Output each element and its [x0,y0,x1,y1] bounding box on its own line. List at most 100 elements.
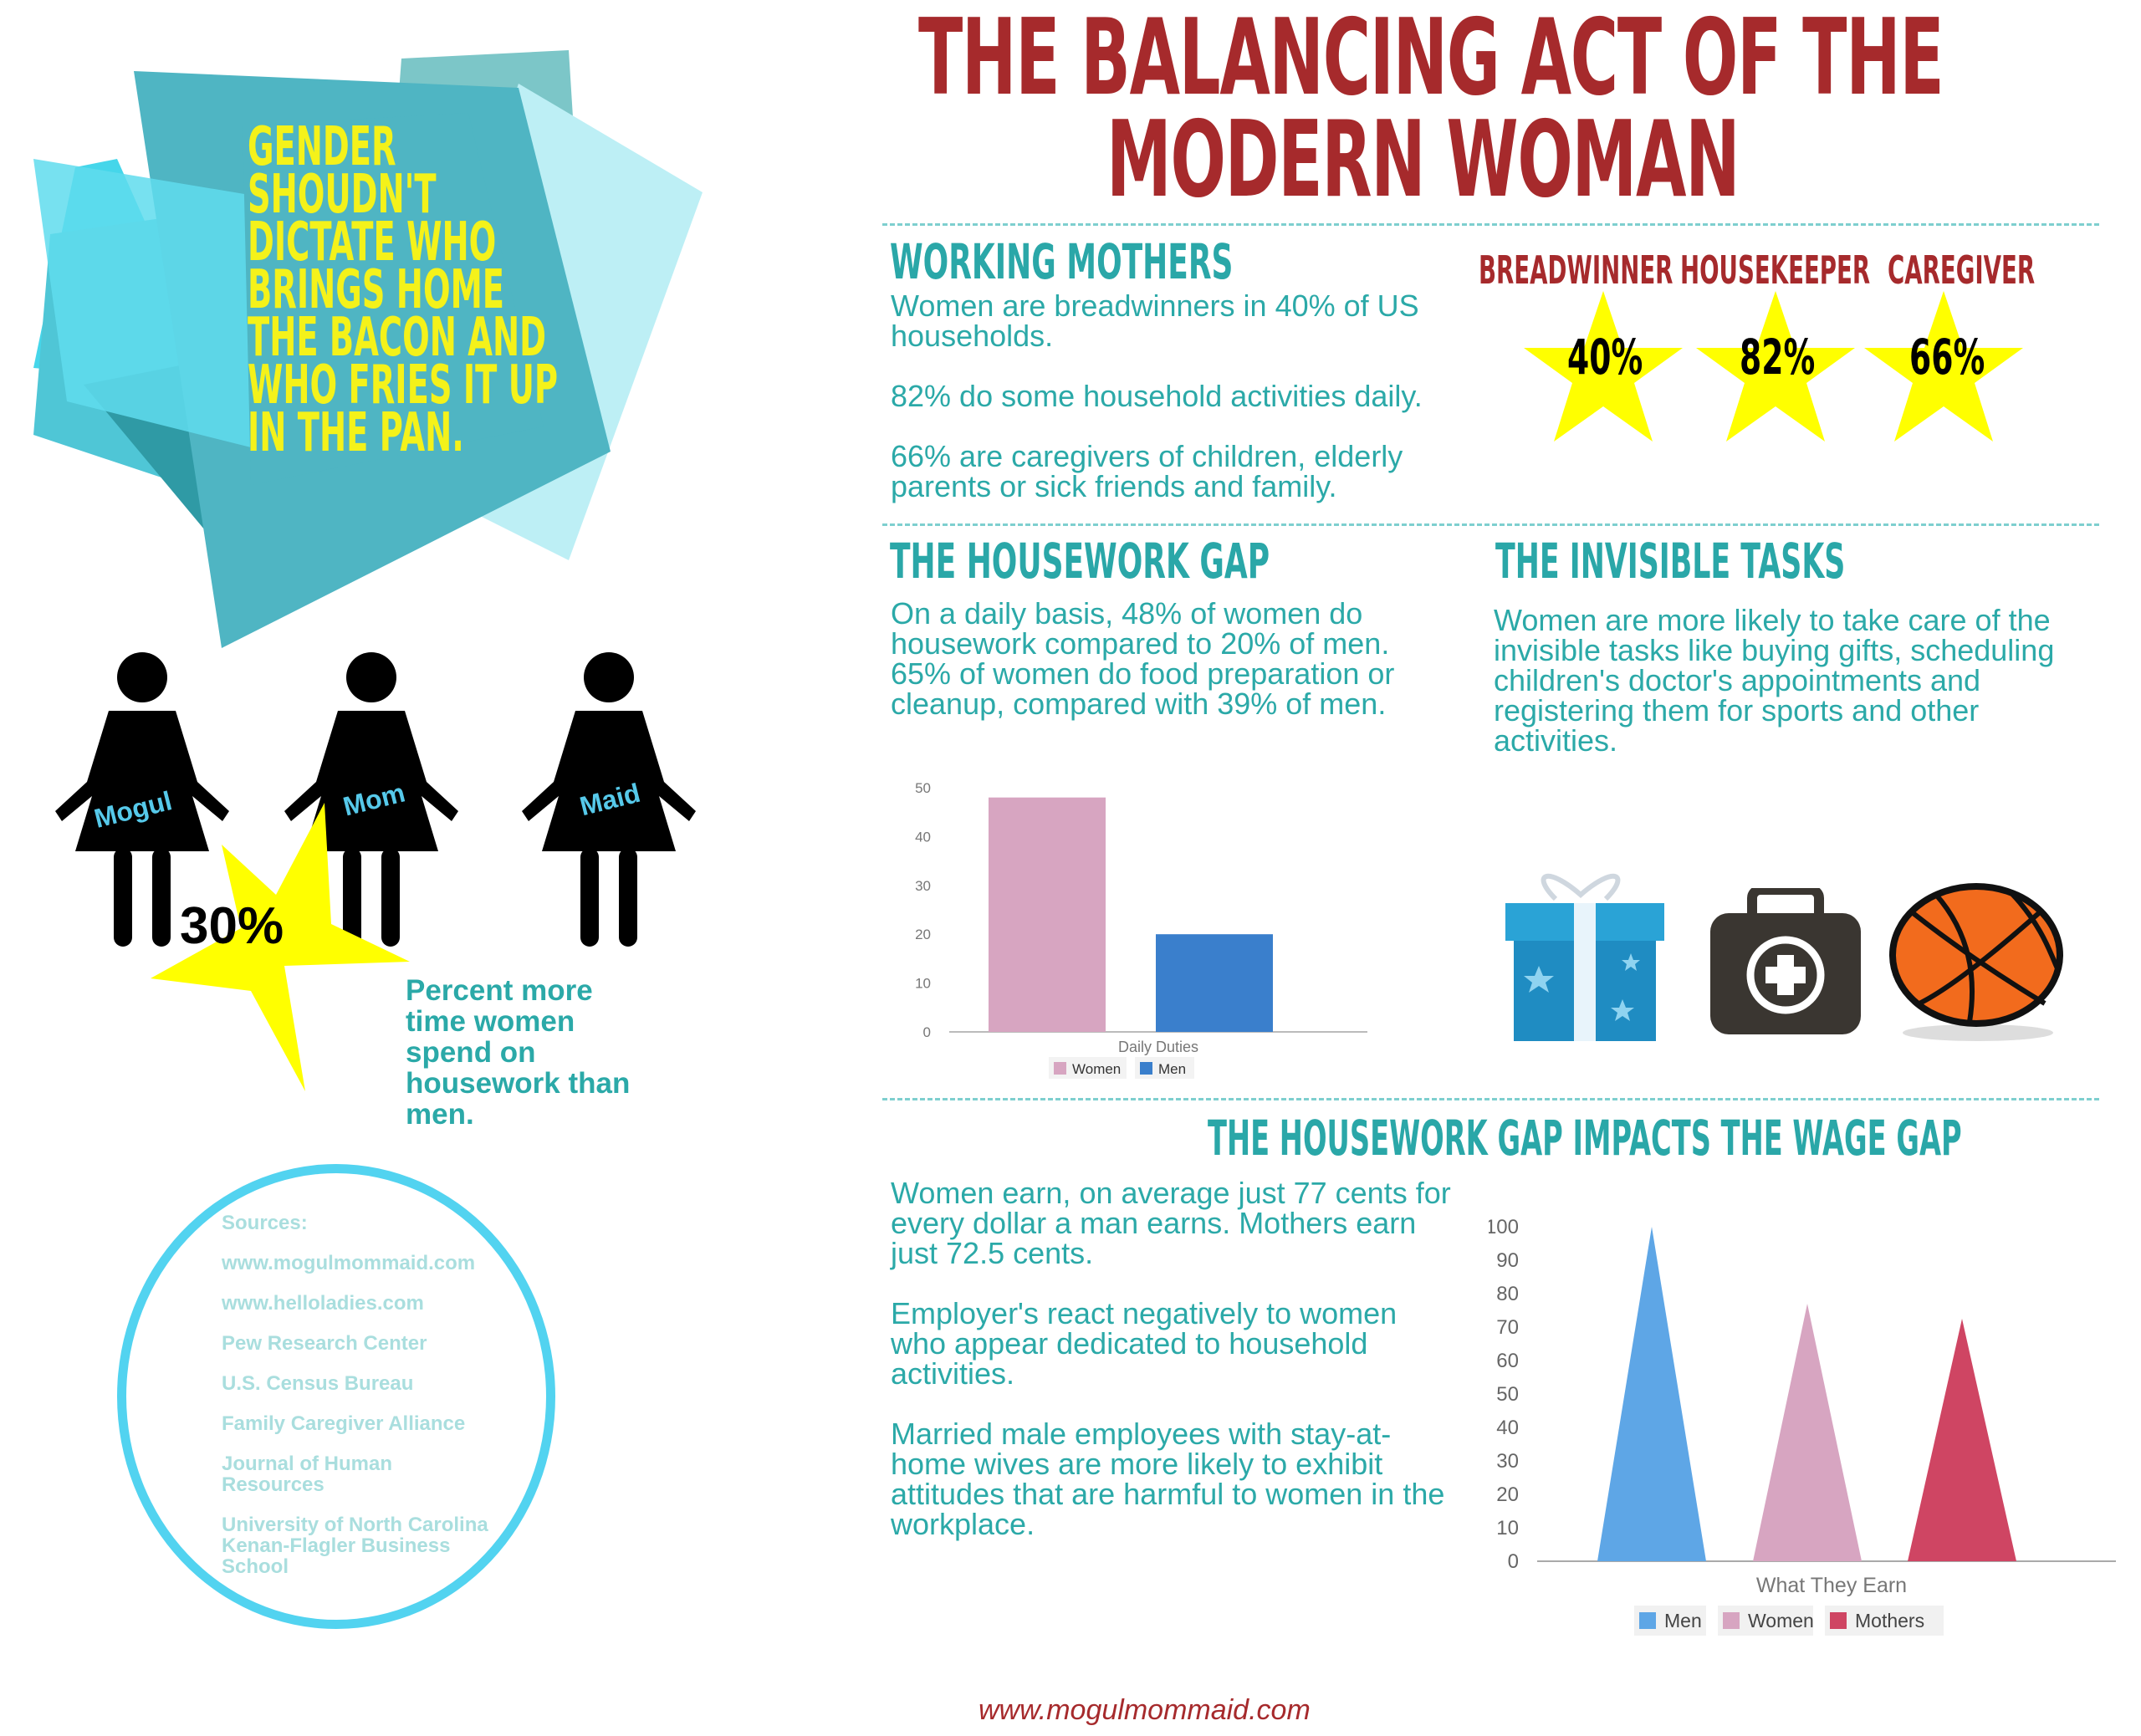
text-line: children's doctor's appointments and [1494,663,1981,697]
source-item-line: www.mogulmommaid.com [222,1252,476,1274]
source-item-line: School [222,1555,289,1578]
paragraph: Employer's react negatively to women who… [891,1299,1451,1389]
bar-mothers [1908,1319,2016,1561]
y-tick-label: 60 [1496,1350,1519,1372]
text-line: Women are more likely to take care of th… [1494,603,2051,637]
y-tick-label: 100 [1489,1216,1519,1238]
working-mothers-text: Women are breadwinners in 40% of US hous… [891,291,1423,502]
paragraph: Women earn, on average just 77 cents for… [891,1178,1451,1269]
what-they-earn-chart: 0 10 20 30 40 50 60 70 80 90 100 What They Earn Men W… [1489,1216,2116,1636]
text-line: 65% of women do food preparation or [891,656,1395,691]
source-item-line: Resources [222,1473,324,1496]
text-line: invisible tasks like buying gifts, sched… [1494,633,2055,667]
medical-kit-icon [1710,888,1861,1034]
y-tick-label: 10 [1496,1517,1519,1539]
percent-more-line: housework than [406,1067,631,1100]
paragraph: Women are breadwinners in 40% of US hous… [891,291,1423,351]
y-tick-label: 30 [915,878,931,894]
role-value-housekeeper: 82% [1740,329,1816,385]
y-tick-label: 20 [915,927,931,942]
text-line: who appear dedicated to household [891,1326,1368,1361]
bar-men [1597,1227,1706,1561]
role-stars [1524,291,2023,442]
text-line: Employer's react negatively to women [891,1296,1398,1330]
star-icon [151,803,410,1091]
text-line: just 72.5 cents. [891,1236,1094,1270]
source-item: Journal of Human Resources [222,1453,488,1495]
text-line: Married male employees with stay-at- [891,1417,1392,1451]
page-title: THE BALANCING ACT OF THE [918,5,1944,110]
source-item: University of North Carolina Kenan-Flagle… [222,1514,488,1577]
gift-icon [1505,873,1664,1041]
y-tick-label: 0 [923,1024,931,1040]
page-title-line2: MODERN WOMAN [1106,107,1740,212]
role-label-caregiver: CAREGIVER [1888,248,2036,293]
source-item-line: Kenan-Flagler Business [222,1534,451,1557]
text-line: Women are breadwinners in 40% of US [891,288,1419,323]
star-icon [1696,291,1855,442]
y-tick-label: 20 [1496,1483,1519,1506]
quote-line: IN THE PAN. [248,402,464,464]
daily-duties-chart: 0 10 20 30 40 50 Daily Duties Women Men [915,780,1367,1079]
y-tick-label: 70 [1496,1316,1519,1339]
housework-gap-text: On a daily basis, 48% of women do housew… [891,599,1394,719]
wage-gap-heading: THE HOUSEWORK GAP IMPACTS THE WAGE GAP [1208,1110,1962,1167]
bar-men [1156,934,1273,1032]
text-line: 82% do some household activities daily. [891,379,1423,413]
source-item-line: Pew Research Center [222,1332,427,1355]
paragraph: 66% are caregivers of children, elderly … [891,442,1423,502]
divider [882,223,2099,226]
text-line: cleanup, compared with 39% of men. [891,687,1387,721]
role-value-breadwinner: 40% [1567,329,1643,385]
quote-line: THE BACON AND [248,307,546,369]
quote-line: GENDER [248,116,396,178]
text-line: Women earn, on average just 77 cents for [891,1176,1451,1210]
bar-women [1753,1304,1862,1561]
working-mothers-heading: WORKING MOTHERS [890,233,1234,290]
legend-label: Women [1072,1061,1121,1077]
x-axis-label: What They Earn [1756,1574,1907,1597]
basketball-icon [1889,883,2063,1041]
star-icon [1524,291,1683,442]
text-line: activities. [1494,723,1618,758]
text-line: households. [891,319,1054,353]
legend-label: Men [1158,1061,1186,1077]
paragraph: Married male employees with stay-at- hom… [891,1419,1451,1539]
quote-text: GENDER SHOUDN'T DICTATE WHO BRINGS HOME … [248,116,559,464]
star-icon [1864,291,2023,442]
legend-label: Men [1664,1610,1702,1631]
invisible-tasks-heading: THE INVISIBLE TASKS [1495,533,1846,590]
divider [882,523,2099,526]
title-line-1: THE BALANCING ACT OF THE [918,0,1944,119]
y-tick-label: 90 [1496,1249,1519,1272]
title-line-2: MODERN WOMAN [1106,98,1740,221]
y-tick-label: 50 [1496,1383,1519,1406]
legend-swatch-mothers [1830,1612,1847,1629]
percent-more-line: time women [406,1005,575,1038]
role-label-housekeeper: HOUSEKEEPER [1680,248,1871,293]
quote-line: BRINGS HOME [248,259,505,321]
text-line: home wives are more likely to exhibit [891,1447,1383,1481]
role-value-caregiver: 66% [1909,329,1985,385]
source-item: U.S. Census Bureau [222,1373,488,1394]
y-tick-label: 30 [1496,1450,1519,1473]
quote-line: WHO FRIES IT UP [248,355,559,416]
y-tick-label: 10 [915,976,931,992]
paper-collage [33,50,703,648]
y-tick-label: 40 [915,829,931,845]
source-item-line: University of North Carolina [222,1514,488,1536]
source-item: www.helloladies.com [222,1293,488,1314]
sources-list: Sources: www.mogulmommaid.com www.hellola… [222,1213,488,1596]
x-axis-label: Daily Duties [1118,1039,1198,1055]
source-item: Family Caregiver Alliance [222,1413,488,1434]
text-line: 66% are caregivers of children, elderly [891,439,1403,473]
footer-url[interactable]: www.mogulmommaid.com [979,1694,1311,1726]
y-tick-label: 80 [1496,1283,1519,1305]
percent-more-line: men. [406,1098,474,1131]
text-line: activities. [891,1356,1015,1391]
legend-label: Women [1748,1610,1814,1631]
y-tick-label: 50 [915,780,931,796]
percent-more-text: Percent more time women spend on housewo… [406,975,630,1130]
source-item: Pew Research Center [222,1333,488,1354]
quote-line: SHOUDN'T [248,164,437,226]
